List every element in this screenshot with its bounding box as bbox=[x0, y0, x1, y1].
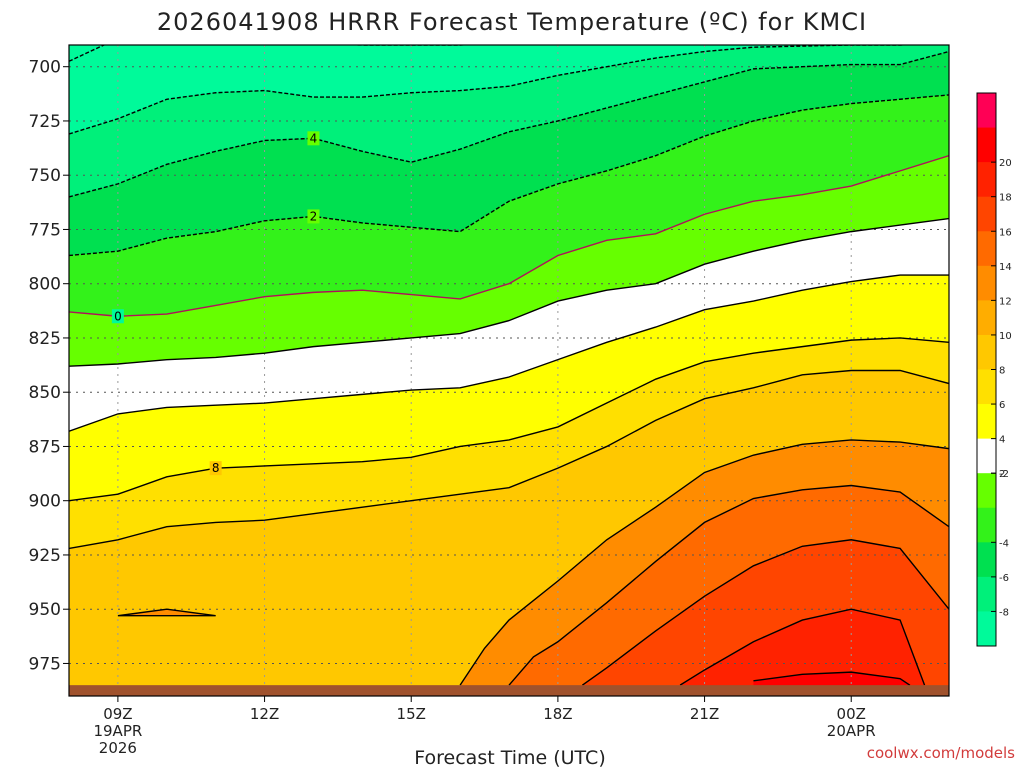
x-tick-sublabel-20APR: 20APR bbox=[827, 722, 876, 740]
colorbar-swatch-22 bbox=[977, 93, 996, 129]
colorbar-swatch-14 bbox=[977, 231, 996, 267]
colorbar-swatch--2 bbox=[977, 473, 996, 509]
x-tick-label-12Z: 12Z bbox=[250, 705, 279, 723]
contour-label--4: 4 bbox=[310, 131, 318, 145]
colorbar-swatch-20 bbox=[977, 127, 996, 163]
colorbar-label-10: 10 bbox=[999, 331, 1012, 342]
contour-label-bg bbox=[111, 309, 124, 324]
contour-lines: 4 2 0 8 bbox=[69, 45, 949, 686]
colorbar-label--8: -8 bbox=[999, 607, 1009, 618]
contour-20-14 bbox=[753, 671, 911, 686]
y-tick-label-775: 775 bbox=[29, 220, 61, 240]
colorbar-label-6: 6 bbox=[999, 400, 1005, 411]
colorbar-swatch-16 bbox=[977, 196, 996, 232]
colorbar-label-20: 20 bbox=[999, 158, 1012, 169]
band-12 bbox=[117, 609, 216, 616]
x-tick-label-18Z: 18Z bbox=[543, 705, 572, 723]
ground-below-surface bbox=[69, 685, 949, 696]
colorbar-label--2: -2 bbox=[999, 469, 1009, 480]
x-tick-sublabel-19APR: 19APR bbox=[93, 722, 142, 740]
y-tick-label-725: 725 bbox=[29, 112, 61, 132]
y-tick-label-950: 950 bbox=[29, 600, 61, 620]
contour-12-10 bbox=[117, 608, 216, 617]
x-axis-label: Forecast Time (UTC) bbox=[414, 747, 605, 768]
contour-16-12 bbox=[581, 539, 949, 686]
contour-14-11 bbox=[508, 484, 949, 686]
x-tick-sublabel-2026: 2026 bbox=[99, 739, 137, 757]
colorbar-label-8: 8 bbox=[999, 366, 1005, 377]
x-tick-label-21Z: 21Z bbox=[690, 705, 719, 723]
x-tick-label-00Z: 00Z bbox=[837, 705, 866, 723]
colorbar-swatch-12 bbox=[977, 265, 996, 301]
y-tick-label-900: 900 bbox=[29, 492, 61, 512]
plot-area: 4 2 0 8 bbox=[69, 45, 949, 696]
contour-12-9 bbox=[459, 439, 949, 686]
colorbar-label-2: 2 bbox=[999, 469, 1005, 480]
y-tick-label-925: 925 bbox=[29, 546, 61, 566]
contour-label-bg bbox=[307, 131, 320, 146]
colorbar-label-12: 12 bbox=[999, 296, 1012, 307]
contour-label--2: 2 bbox=[310, 209, 318, 223]
colorbar-swatch-2 bbox=[977, 438, 996, 474]
contour-label-0: 0 bbox=[114, 309, 122, 323]
contour-label-bg bbox=[307, 209, 320, 224]
colorbar-label--4: -4 bbox=[999, 538, 1009, 549]
contour-0-4 bbox=[69, 155, 949, 317]
contour-6-6 bbox=[69, 274, 949, 432]
colorbar: -8 -6 -4 -22 4 6 8 10 12 14 16 18 20 bbox=[976, 92, 1012, 647]
contour-4-5 bbox=[69, 217, 949, 367]
contour--2-3 bbox=[69, 94, 949, 257]
colorbar-label-18: 18 bbox=[999, 193, 1012, 204]
y-tick-label-750: 750 bbox=[29, 166, 61, 186]
colorbar-swatch--4 bbox=[977, 507, 996, 543]
contour--6-1 bbox=[69, 45, 916, 135]
colorbar-swatch--6 bbox=[977, 542, 996, 578]
y-tick-label-850: 850 bbox=[29, 383, 61, 403]
y-axis: 700 725 750 775 800 825 850 875 900 925 950 975 bbox=[29, 58, 69, 674]
colorbar-swatch--10 bbox=[977, 611, 996, 647]
contour-18-13 bbox=[679, 608, 926, 686]
y-tick-label-800: 800 bbox=[29, 275, 61, 295]
colorbar-label-16: 16 bbox=[999, 227, 1012, 238]
x-tick-label-09Z: 09Z bbox=[103, 705, 132, 723]
colorbar-swatch-18 bbox=[977, 162, 996, 198]
colorbar-swatch-6 bbox=[977, 369, 996, 405]
x-tick-label-15Z: 15Z bbox=[397, 705, 426, 723]
colorbar-swatch-4 bbox=[977, 404, 996, 440]
plot-frame bbox=[68, 44, 950, 697]
contour-10-8 bbox=[69, 369, 949, 550]
y-tick-label-975: 975 bbox=[29, 654, 61, 674]
colorbar-swatch-8 bbox=[977, 334, 996, 370]
contour--4-2 bbox=[69, 50, 949, 198]
chart-title: 2026041908 HRRR Forecast Temperature (ºC… bbox=[157, 8, 867, 36]
colorbar-label--6: -6 bbox=[999, 573, 1009, 584]
temperature-bands bbox=[69, 45, 949, 696]
colorbar-label-14: 14 bbox=[999, 262, 1012, 273]
colorbar-label-4: 4 bbox=[999, 435, 1005, 446]
colorbar-swatch--8 bbox=[977, 576, 996, 612]
y-tick-label-825: 825 bbox=[29, 329, 61, 349]
y-tick-label-875: 875 bbox=[29, 437, 61, 457]
credit-link[interactable]: coolwx.com/models bbox=[867, 744, 1015, 762]
colorbar-swatch-10 bbox=[977, 300, 996, 336]
contour-label-bg bbox=[209, 461, 222, 476]
y-tick-label-700: 700 bbox=[29, 58, 61, 78]
contour-label-8: 8 bbox=[212, 461, 220, 475]
